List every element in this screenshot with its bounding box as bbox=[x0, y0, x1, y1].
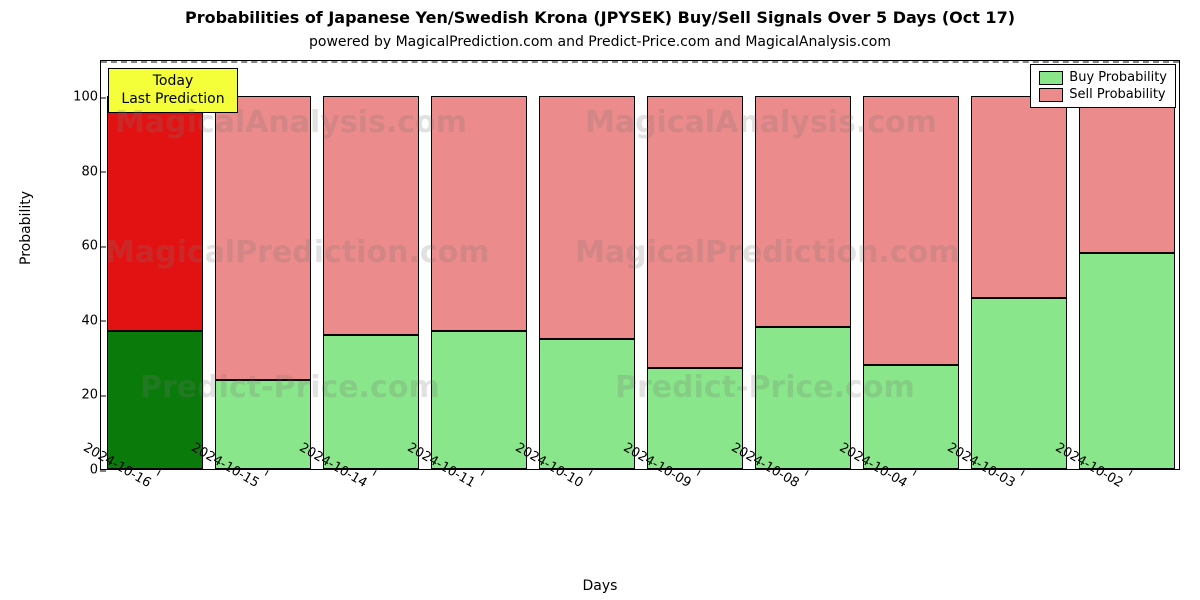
y-axis-label: Probability bbox=[18, 191, 34, 265]
bar-group bbox=[1079, 61, 1174, 469]
bar-sell bbox=[863, 96, 958, 364]
bar-group bbox=[647, 61, 742, 469]
bar-buy bbox=[107, 331, 202, 469]
bar-sell bbox=[647, 96, 742, 368]
bar-buy bbox=[539, 339, 634, 469]
bar-group bbox=[539, 61, 634, 469]
bar-buy bbox=[323, 335, 418, 469]
y-tick: 80 bbox=[8, 164, 98, 179]
bar-sell bbox=[1079, 96, 1174, 253]
y-tick: 0 bbox=[8, 463, 98, 478]
bar-sell bbox=[539, 96, 634, 338]
bar-buy bbox=[1079, 253, 1174, 469]
bar-buy bbox=[755, 327, 850, 469]
bar-sell bbox=[431, 96, 526, 331]
y-tick: 20 bbox=[8, 388, 98, 403]
legend-item-buy: Buy Probability bbox=[1039, 69, 1167, 86]
chart-title: Probabilities of Japanese Yen/Swedish Kr… bbox=[0, 8, 1200, 27]
legend-swatch-sell bbox=[1039, 88, 1063, 102]
bar-group bbox=[107, 61, 202, 469]
plot-area bbox=[100, 60, 1180, 470]
bar-sell bbox=[971, 96, 1066, 297]
legend-swatch-buy bbox=[1039, 71, 1063, 85]
chart-subtitle: powered by MagicalPrediction.com and Pre… bbox=[0, 34, 1200, 50]
bar-sell bbox=[107, 96, 202, 331]
bar-group bbox=[215, 61, 310, 469]
legend: Buy Probability Sell Probability bbox=[1030, 64, 1176, 108]
bar-group bbox=[971, 61, 1066, 469]
legend-item-sell: Sell Probability bbox=[1039, 86, 1167, 103]
y-tick: 40 bbox=[8, 313, 98, 328]
callout-line-1: Today bbox=[119, 73, 227, 91]
bar-buy bbox=[431, 331, 526, 469]
x-axis-label: Days bbox=[0, 578, 1200, 594]
bar-buy bbox=[647, 368, 742, 469]
bar-sell bbox=[215, 96, 310, 379]
legend-label-buy: Buy Probability bbox=[1069, 70, 1167, 85]
bar-sell bbox=[755, 96, 850, 327]
bar-sell bbox=[323, 96, 418, 335]
bar-buy bbox=[215, 380, 310, 469]
chart-container: Probabilities of Japanese Yen/Swedish Kr… bbox=[0, 0, 1200, 600]
bar-group bbox=[323, 61, 418, 469]
callout-line-2: Last Prediction bbox=[119, 91, 227, 109]
bar-group bbox=[863, 61, 958, 469]
bar-group bbox=[431, 61, 526, 469]
bar-buy bbox=[971, 298, 1066, 469]
legend-label-sell: Sell Probability bbox=[1069, 87, 1165, 102]
bar-group bbox=[755, 61, 850, 469]
today-callout: Today Last Prediction bbox=[108, 68, 238, 113]
y-tick: 100 bbox=[8, 90, 98, 105]
